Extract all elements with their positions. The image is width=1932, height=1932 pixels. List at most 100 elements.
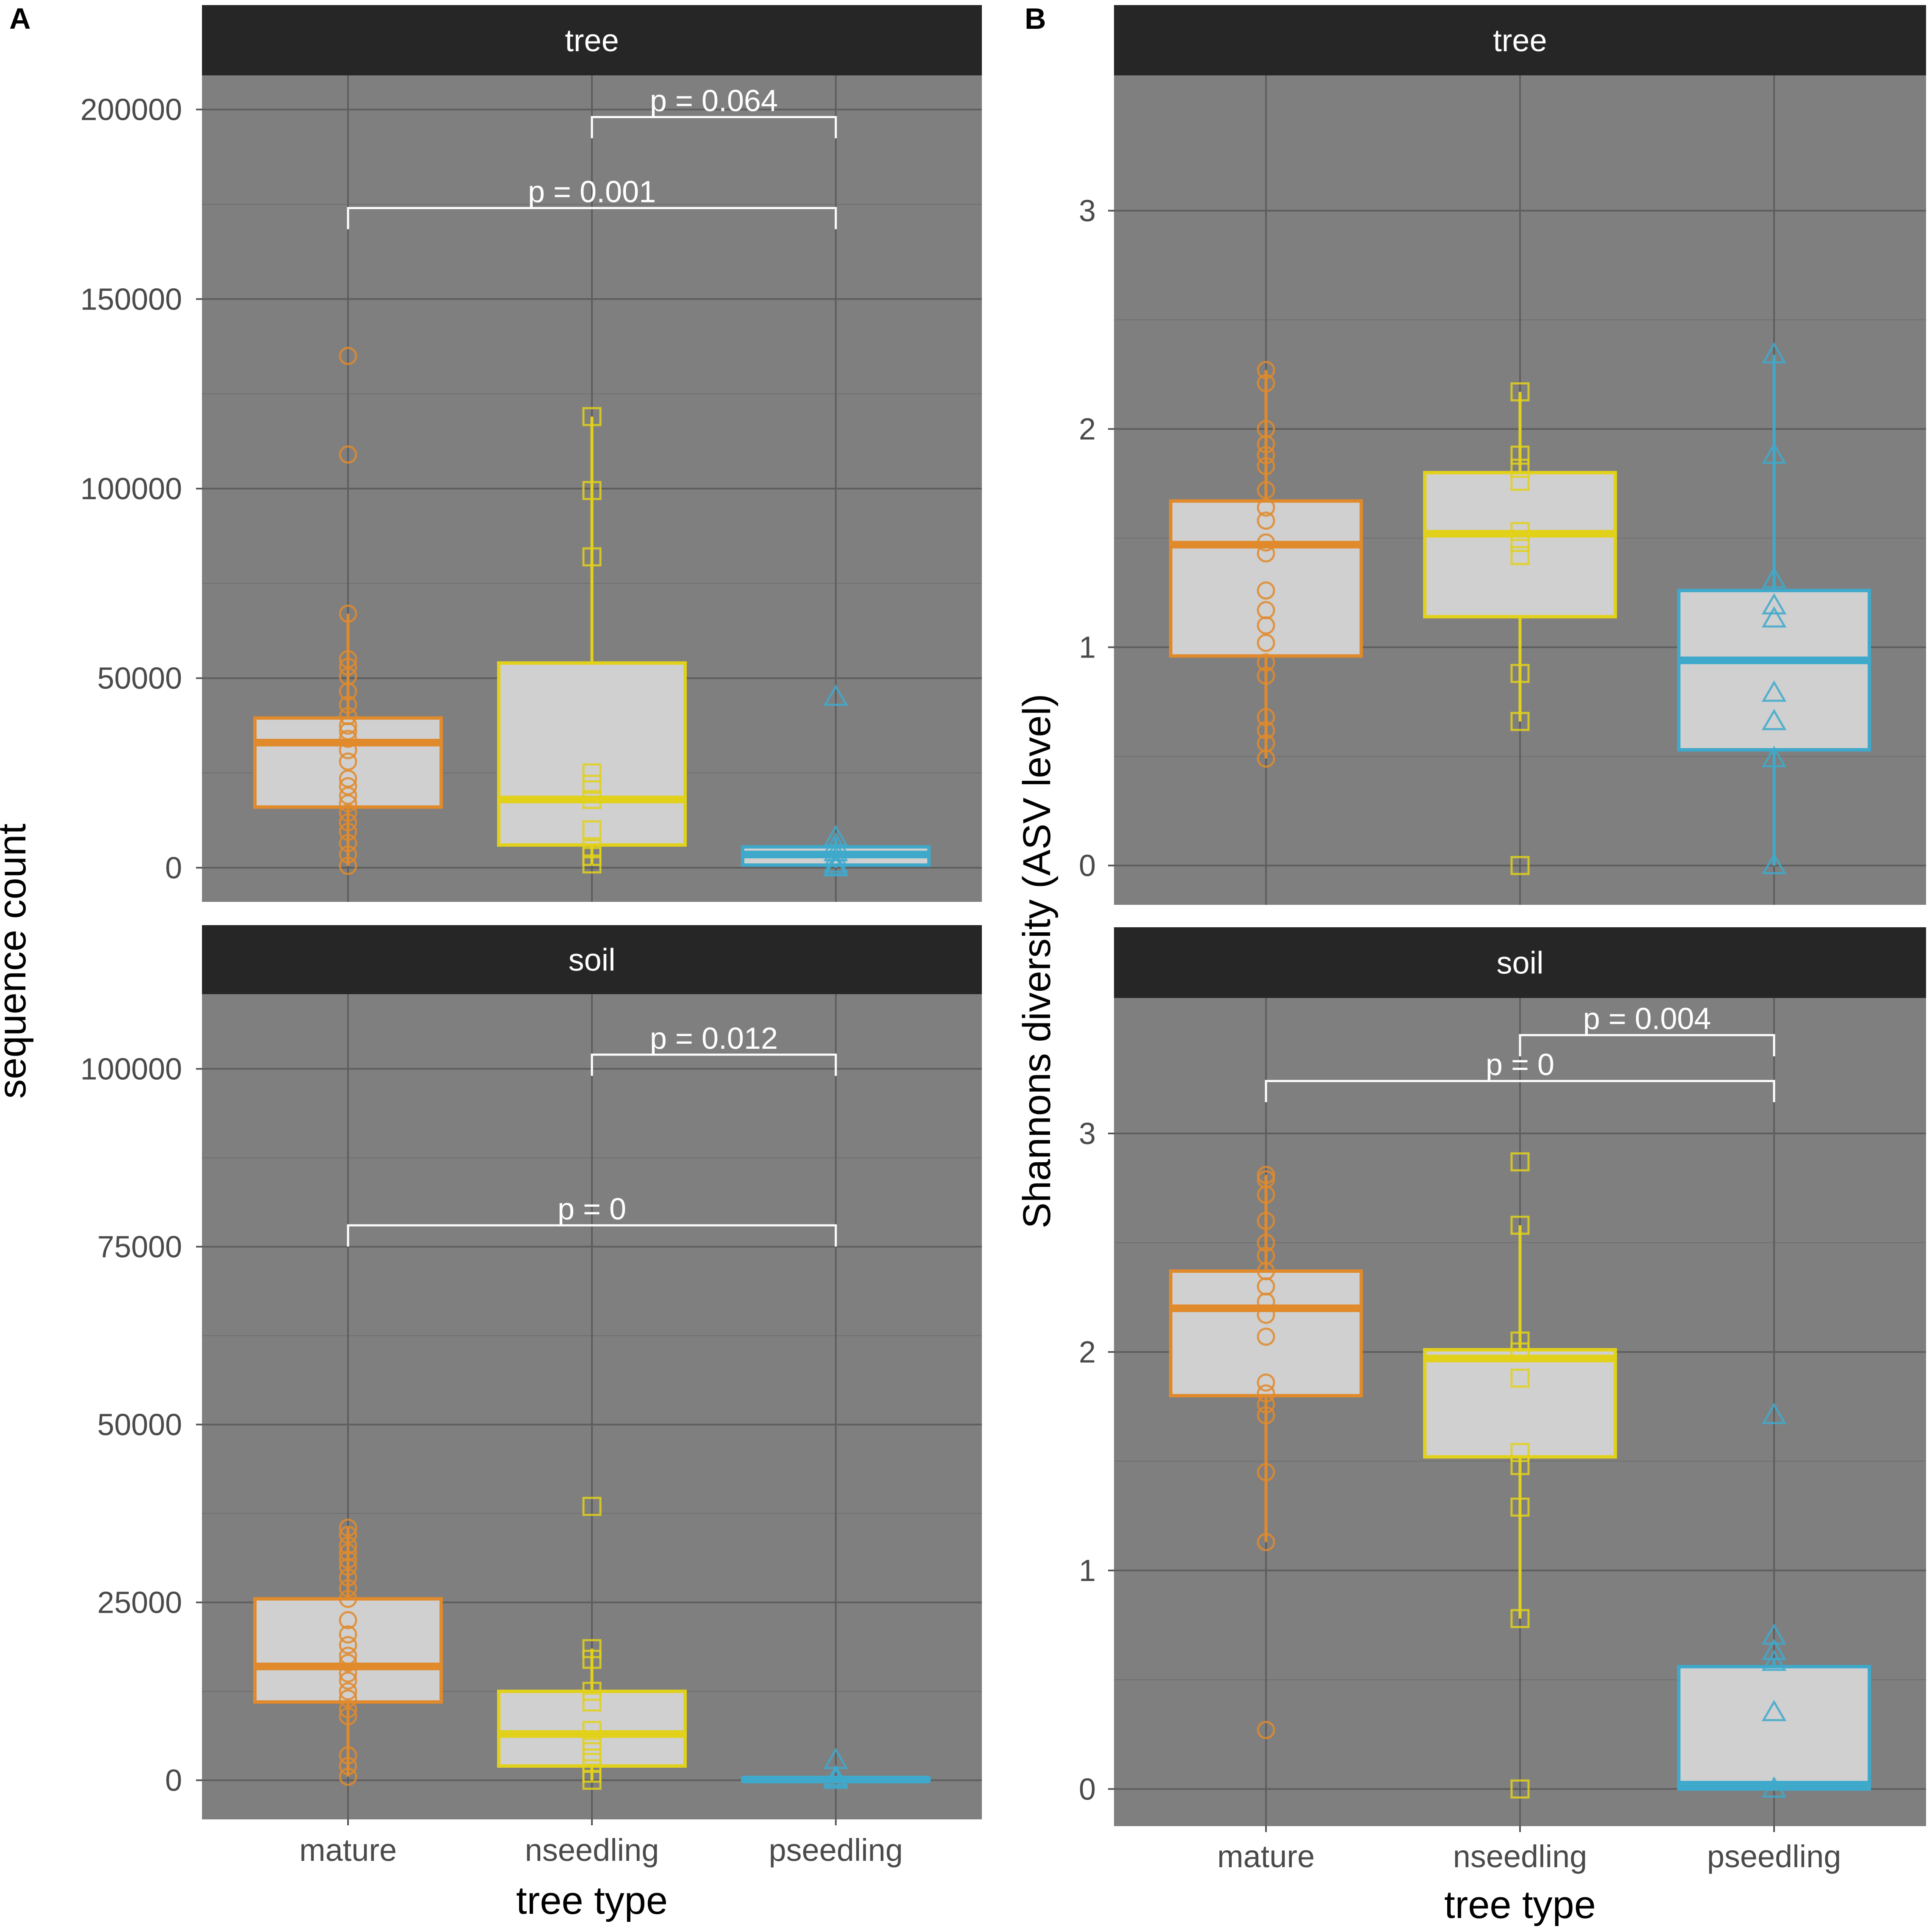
data-point (1257, 721, 1275, 740)
data-point (823, 1764, 849, 1786)
box-iqr (1677, 1665, 1871, 1791)
data-point (339, 1611, 357, 1630)
data-point (1761, 1623, 1787, 1645)
facet-tree: tree 0 1 2 3 (1079, 5, 1926, 905)
data-point (1257, 533, 1275, 552)
panel-label: A (9, 2, 31, 35)
y-tick-label: 100000 (80, 472, 182, 506)
data-point (339, 1558, 357, 1576)
data-point (1510, 1368, 1530, 1388)
significance-bracket (347, 207, 837, 229)
data-point (1257, 666, 1275, 685)
data-point (1257, 1721, 1275, 1739)
data-point (1510, 1779, 1530, 1799)
data-point (1257, 1373, 1275, 1392)
data-point (339, 1689, 357, 1708)
data-point (1257, 1395, 1275, 1414)
data-point (1510, 382, 1530, 402)
data-point (1510, 1342, 1530, 1362)
facet-strip (202, 925, 982, 994)
box-pseedling (741, 1747, 931, 1789)
x-tick-label: nseedling (1453, 1839, 1587, 1874)
data-point (1257, 457, 1275, 475)
data-point (339, 1682, 357, 1701)
data-point (339, 1636, 357, 1654)
x-tick-label: nseedling (525, 1832, 659, 1868)
data-point (582, 839, 602, 859)
x-tick-label: mature (1217, 1839, 1315, 1874)
data-point (1257, 420, 1275, 438)
data-point (1510, 1216, 1530, 1235)
y-tick-label: 0 (165, 1764, 182, 1798)
data-point (1257, 1327, 1275, 1346)
data-point (1510, 712, 1530, 731)
facet-strip-label: tree (565, 23, 619, 58)
p-value-label: p = 0 (1486, 1048, 1554, 1082)
data-point (1510, 1331, 1530, 1351)
data-point (1257, 374, 1275, 392)
data-point (582, 1731, 602, 1751)
data-point (823, 684, 849, 706)
data-point (1761, 1649, 1787, 1671)
significance-bracket (1519, 1034, 1775, 1056)
data-point (339, 1746, 357, 1765)
data-point (582, 1639, 602, 1658)
data-point (1510, 1443, 1530, 1462)
data-point (339, 741, 357, 760)
x-tick-label: mature (299, 1832, 397, 1868)
data-point (1257, 601, 1275, 619)
y-tick-label: 200000 (80, 93, 182, 127)
y-tick-label: 50000 (97, 1408, 182, 1442)
data-point (1257, 1170, 1275, 1188)
facet-soil: soil 0 1 2 3 p = 0.004 p = 0 (1079, 927, 1926, 1826)
p-value-label: p = 0.004 (1583, 1002, 1711, 1036)
data-point (582, 763, 602, 783)
data-point (339, 857, 357, 875)
x-axis-title: tree type (1444, 1883, 1596, 1926)
data-point (339, 658, 357, 676)
y-tick-label: 0 (1079, 1772, 1096, 1806)
data-point (339, 1700, 357, 1719)
box-mature (1169, 1166, 1363, 1739)
data-point (582, 1753, 602, 1772)
data-point (339, 1625, 357, 1644)
facet-strip-label: tree (1493, 23, 1547, 58)
data-point (339, 813, 357, 832)
data-point (1761, 853, 1787, 874)
y-tick-label: 25000 (97, 1586, 182, 1620)
data-point (339, 1647, 357, 1665)
data-point (823, 1747, 849, 1769)
box-mature (1169, 361, 1363, 768)
data-point (1257, 481, 1275, 499)
data-point (582, 1692, 602, 1712)
data-point (1510, 1498, 1530, 1517)
data-point (339, 1671, 357, 1690)
data-point (1761, 342, 1787, 364)
data-point (1761, 442, 1787, 464)
box-pseedling (741, 684, 931, 876)
data-point (1257, 708, 1275, 727)
data-point (1257, 1406, 1275, 1425)
data-point (582, 790, 602, 809)
data-point (339, 604, 357, 623)
data-point (1761, 567, 1787, 589)
box-iqr (1423, 1348, 1617, 1459)
p-value-label: p = 0 (558, 1192, 626, 1226)
significance-bracket (591, 116, 837, 138)
facet-strip (202, 5, 982, 75)
y-tick-label: 50000 (97, 662, 182, 696)
panel-label: B (1025, 2, 1046, 35)
y-tick-label: 1 (1079, 631, 1096, 665)
box-mature (253, 1518, 443, 1786)
box-nseedling (1423, 1152, 1617, 1799)
data-point (1257, 1233, 1275, 1252)
data-point (1761, 1700, 1787, 1722)
data-point (339, 730, 357, 748)
significance-bracket (1265, 1080, 1775, 1103)
x-tick-label: pseedling (1707, 1839, 1841, 1874)
data-point (339, 650, 357, 669)
data-point (582, 547, 602, 567)
y-tick-label: 0 (1079, 849, 1096, 883)
